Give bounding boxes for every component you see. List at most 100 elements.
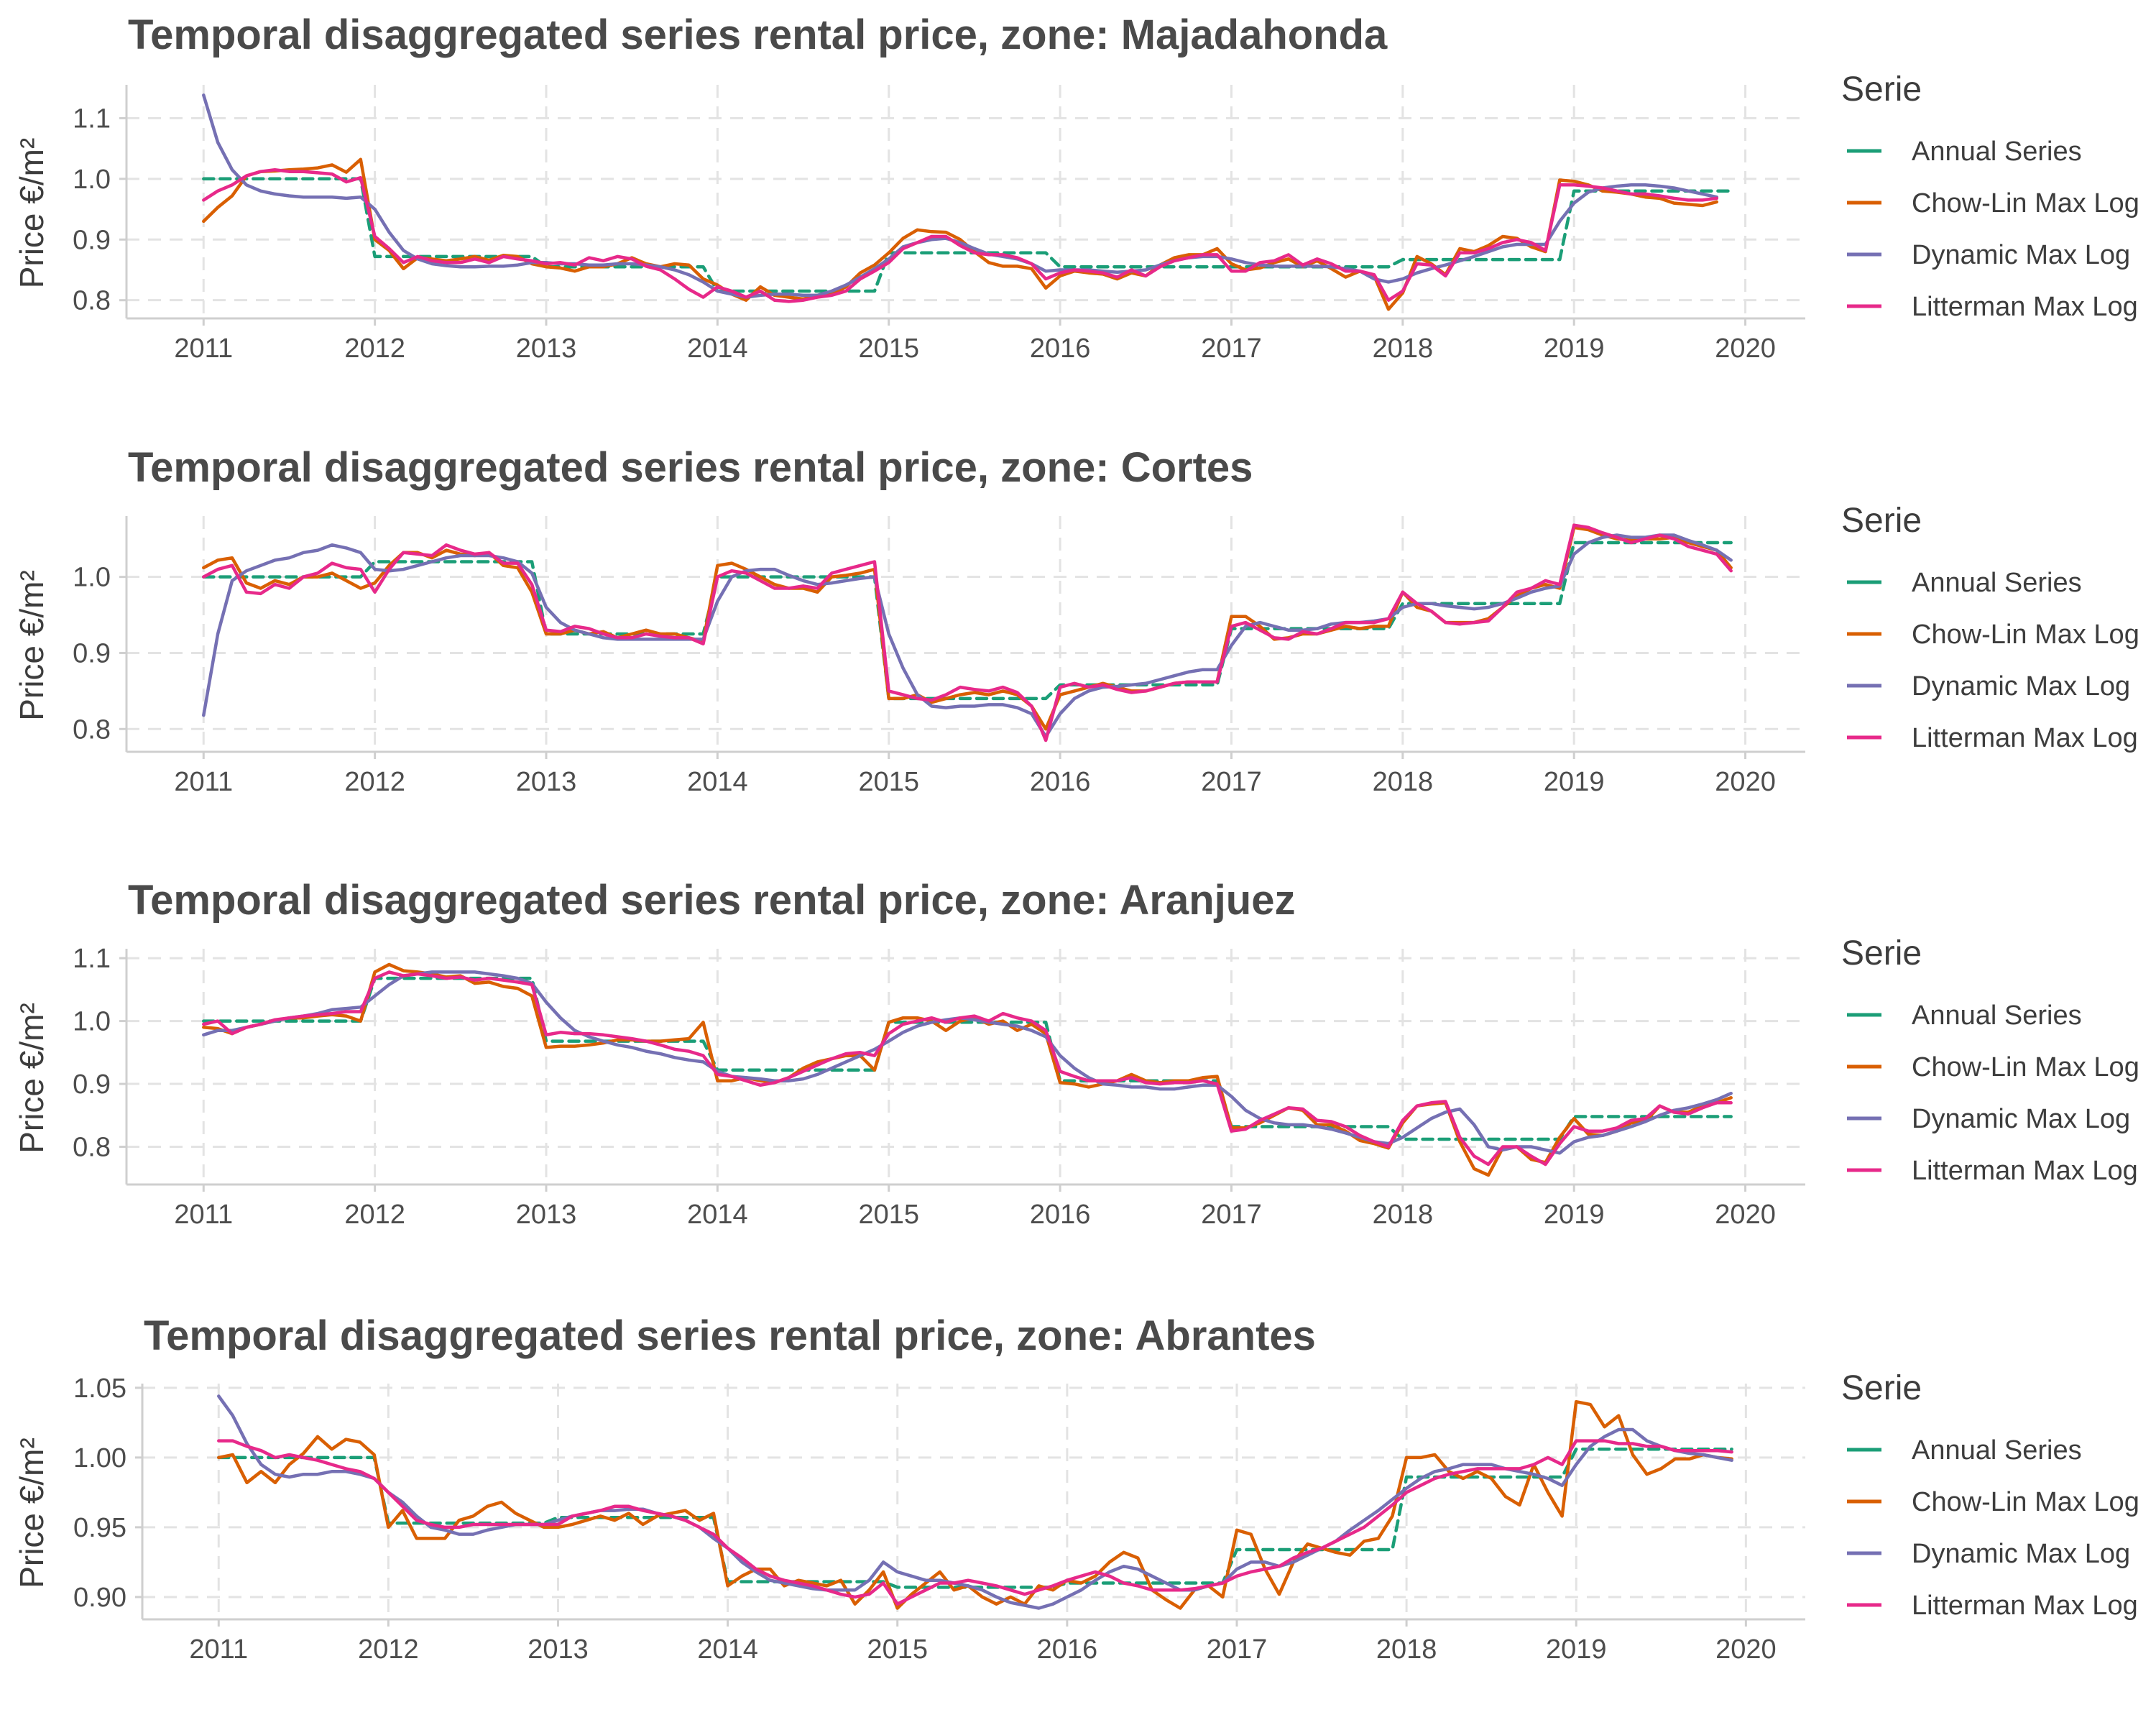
x-tick-label: 2014	[687, 767, 748, 797]
x-tick-label: 2013	[528, 1634, 589, 1665]
legend-label: Dynamic Max Log	[1912, 1539, 2130, 1569]
series-line-chow-lin-max-log	[202, 962, 1733, 1177]
x-tick-label: 2018	[1373, 1200, 1434, 1230]
y-axis-label: Price €/m²	[13, 1003, 50, 1154]
y-tick-label: 0.9	[73, 225, 111, 255]
series-line-annual-series	[202, 177, 1733, 293]
series-line-chow-lin-max-log	[202, 157, 1719, 311]
legend-item: Dynamic Max Log	[1847, 1539, 2130, 1569]
x-tick-label: 2011	[174, 767, 233, 797]
y-tick-label: 0.8	[73, 1133, 111, 1163]
legend-item: Dynamic Max Log	[1847, 1104, 2130, 1134]
x-tick-label: 2013	[516, 334, 577, 364]
chart-title: Temporal disaggregated series rental pri…	[128, 444, 1253, 491]
x-tick-label: 2011	[189, 1634, 248, 1665]
legend-title: Serie	[1841, 70, 1922, 109]
legend-label: Litterman Max Log	[1912, 292, 2138, 322]
x-tick-label: 2018	[1376, 1634, 1437, 1665]
legend-label: Annual Series	[1912, 568, 2082, 598]
legend-item: Annual Series	[1847, 1000, 2082, 1031]
legend-label: Chow-Lin Max Log	[1912, 1487, 2139, 1517]
x-tick-label: 2017	[1201, 334, 1262, 364]
x-tick-label: 2013	[516, 767, 577, 797]
y-axis-label: Price €/m²	[13, 570, 50, 721]
series-line-dynamic-max-log	[202, 93, 1719, 299]
y-tick-label: 0.8	[73, 714, 111, 745]
legend-label: Dynamic Max Log	[1912, 671, 2130, 702]
legend-label: Annual Series	[1912, 1000, 2082, 1031]
series-line-litterman-max-log	[202, 523, 1733, 742]
x-tick-label: 2017	[1201, 1200, 1262, 1230]
y-tick-label: 1.05	[73, 1374, 126, 1404]
legend-title: Serie	[1841, 502, 1922, 540]
series-line-annual-series	[202, 976, 1733, 1141]
legend-label: Chow-Lin Max Log	[1912, 188, 2139, 218]
x-tick-label: 2012	[358, 1634, 419, 1665]
series-line-chow-lin-max-log	[217, 1399, 1733, 1610]
x-tick-label: 2014	[687, 334, 748, 364]
y-tick-label: 1.0	[73, 165, 111, 195]
x-tick-label: 2015	[867, 1634, 928, 1665]
legend-item: Annual Series	[1847, 568, 2082, 598]
x-tick-label: 2014	[687, 1200, 748, 1230]
legend-label: Annual Series	[1912, 137, 2082, 167]
y-tick-label: 1.00	[73, 1443, 126, 1473]
y-tick-label: 0.95	[73, 1513, 126, 1543]
legend: Serie Annual Series Chow-Lin Max Log Dynami…	[1841, 502, 2139, 753]
series-line-litterman-max-log	[217, 1439, 1733, 1606]
x-tick-label: 2015	[858, 767, 919, 797]
x-tick-label: 2019	[1546, 1634, 1607, 1665]
x-tick-label: 2017	[1207, 1634, 1268, 1665]
y-tick-label: 0.8	[73, 286, 111, 316]
series-line-litterman-max-log	[202, 167, 1719, 303]
y-tick-label: 1.1	[73, 104, 111, 134]
chart-title: Temporal disaggregated series rental pri…	[144, 1312, 1316, 1359]
y-tick-label: 1.0	[73, 563, 111, 593]
chart-panel-2: Temporal disaggregated series rental pri…	[13, 444, 2139, 797]
legend-item: Annual Series	[1847, 137, 2082, 167]
x-tick-label: 2016	[1037, 1634, 1098, 1665]
series-line-dynamic-max-log	[202, 533, 1733, 739]
x-tick-label: 2020	[1715, 767, 1776, 797]
y-tick-label: 1.0	[73, 1007, 111, 1037]
legend-label: Annual Series	[1912, 1435, 2082, 1466]
x-tick-label: 2012	[344, 1200, 405, 1230]
x-tick-label: 2013	[516, 1200, 577, 1230]
y-axis-label: Price €/m²	[13, 1438, 50, 1588]
y-tick-label: 0.9	[73, 1070, 111, 1100]
legend-item: Dynamic Max Log	[1847, 671, 2130, 702]
legend-item: Chow-Lin Max Log	[1847, 620, 2139, 650]
x-tick-label: 2020	[1715, 334, 1776, 364]
x-tick-label: 2016	[1030, 1200, 1091, 1230]
legend-item: Chow-Lin Max Log	[1847, 1052, 2139, 1082]
legend-title: Serie	[1841, 934, 1922, 972]
series-line-litterman-max-log	[202, 970, 1733, 1167]
x-tick-label: 2012	[344, 334, 405, 364]
chart-panel-3: Temporal disaggregated series rental pri…	[13, 877, 2139, 1230]
legend-label: Chow-Lin Max Log	[1912, 1052, 2139, 1082]
series-line-dynamic-max-log	[217, 1394, 1733, 1610]
chart-panel-1: Temporal disaggregated series rental pri…	[13, 12, 2139, 364]
legend-item: Chow-Lin Max Log	[1847, 1487, 2139, 1517]
y-tick-label: 0.90	[73, 1583, 126, 1613]
x-tick-label: 2019	[1544, 1200, 1605, 1230]
x-tick-label: 2012	[344, 767, 405, 797]
series-line-dynamic-max-log	[202, 970, 1733, 1155]
series-line-annual-series	[202, 540, 1733, 701]
x-tick-label: 2015	[858, 334, 919, 364]
chart-title: Temporal disaggregated series rental pri…	[128, 12, 1388, 58]
legend: Serie Annual Series Chow-Lin Max Log Dynami…	[1841, 70, 2139, 322]
x-tick-label: 2011	[174, 334, 233, 364]
legend-item: Dynamic Max Log	[1847, 240, 2130, 270]
legend-item: Litterman Max Log	[1847, 1156, 2138, 1186]
legend-label: Chow-Lin Max Log	[1912, 620, 2139, 650]
y-axis-label: Price €/m²	[13, 138, 50, 289]
y-tick-label: 0.9	[73, 638, 111, 668]
x-tick-label: 2017	[1201, 767, 1262, 797]
x-tick-label: 2011	[174, 1200, 233, 1230]
x-tick-label: 2018	[1373, 334, 1434, 364]
legend-label: Litterman Max Log	[1912, 1156, 2138, 1186]
legend-label: Litterman Max Log	[1912, 723, 2138, 753]
legend-item: Annual Series	[1847, 1435, 2082, 1466]
